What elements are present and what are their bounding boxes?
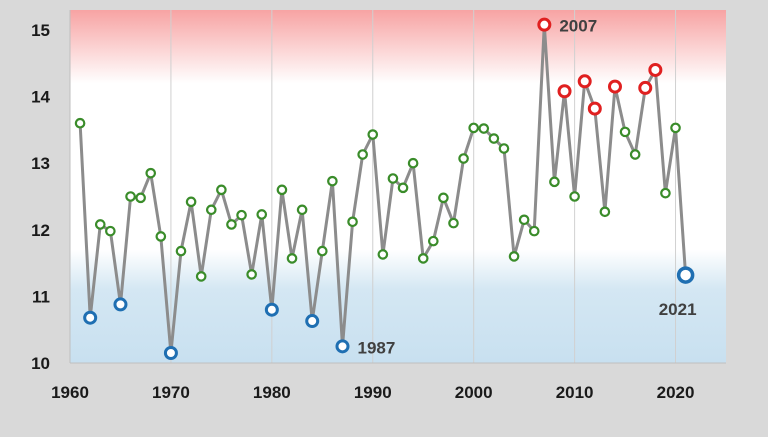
- data-point: [387, 173, 399, 184]
- data-point: [407, 157, 419, 169]
- data-point: [458, 153, 469, 164]
- data-point: [347, 216, 358, 228]
- data-point-warm: [557, 84, 572, 99]
- annotation-2021: 2021: [659, 300, 697, 319]
- data-point: [94, 219, 106, 230]
- data-point: [549, 176, 560, 188]
- data-point: [498, 143, 510, 154]
- data-point: [145, 167, 157, 179]
- data-point: [518, 214, 530, 226]
- x-tick-label: 1970: [152, 383, 190, 402]
- x-tick-label: 1960: [51, 383, 89, 402]
- data-point: [428, 235, 439, 247]
- data-point: [256, 209, 268, 220]
- cold-band: [70, 249, 726, 363]
- data-point-cold: [264, 302, 279, 317]
- data-point: [125, 191, 136, 202]
- data-point: [327, 175, 338, 187]
- data-point: [619, 126, 631, 138]
- data-point: [629, 149, 641, 160]
- data-point-cold: [676, 266, 695, 284]
- data-point-cold: [335, 339, 350, 354]
- data-point: [367, 129, 379, 140]
- data-point: [357, 149, 368, 160]
- y-tick-label: 15: [31, 21, 50, 40]
- data-point: [286, 253, 298, 264]
- data-point: [135, 192, 146, 204]
- data-point: [599, 206, 611, 218]
- data-point-warm: [537, 17, 552, 32]
- x-tick-label: 2020: [657, 383, 695, 402]
- data-point: [236, 209, 247, 221]
- y-tick-label: 10: [31, 354, 50, 373]
- y-tick-label: 14: [31, 88, 50, 107]
- x-tick-label: 2010: [556, 383, 594, 402]
- data-point: [528, 225, 540, 237]
- annotation-2007: 2007: [559, 17, 597, 36]
- data-point: [296, 204, 308, 216]
- warm-band: [70, 10, 726, 84]
- data-point: [175, 245, 187, 257]
- x-tick-label: 2000: [455, 383, 493, 402]
- data-point: [205, 204, 217, 216]
- data-point-warm: [607, 79, 622, 94]
- data-point: [185, 196, 197, 208]
- data-point: [468, 122, 479, 134]
- data-point: [569, 191, 580, 202]
- y-tick-label: 11: [32, 287, 50, 306]
- data-point-warm: [648, 62, 663, 77]
- data-point-cold: [83, 310, 98, 325]
- data-point: [155, 231, 167, 242]
- data-point: [660, 187, 671, 199]
- data-point: [488, 133, 500, 144]
- y-tick-label: 12: [31, 221, 50, 240]
- data-point: [670, 122, 681, 134]
- data-point: [195, 271, 207, 282]
- data-point-cold: [305, 314, 320, 329]
- x-tick-label: 1980: [253, 383, 291, 402]
- data-point: [478, 123, 490, 134]
- data-point-cold: [163, 346, 178, 361]
- y-tick-label: 13: [31, 154, 50, 173]
- data-point: [448, 217, 459, 229]
- annotation-1987: 1987: [357, 338, 395, 357]
- data-point-warm: [587, 101, 602, 116]
- data-point: [226, 219, 237, 230]
- data-point: [246, 269, 257, 280]
- data-point: [216, 184, 227, 196]
- data-point-warm: [577, 74, 592, 89]
- data-point: [317, 245, 328, 257]
- data-point: [105, 225, 116, 237]
- data-point: [397, 182, 409, 194]
- data-point: [74, 117, 86, 129]
- data-point: [276, 184, 288, 196]
- data-point-cold: [113, 297, 128, 312]
- data-point: [377, 249, 389, 260]
- data-point: [508, 251, 520, 262]
- data-point-warm: [638, 80, 653, 95]
- x-tick-label: 1990: [354, 383, 392, 402]
- data-point: [417, 253, 429, 264]
- data-point: [438, 192, 449, 204]
